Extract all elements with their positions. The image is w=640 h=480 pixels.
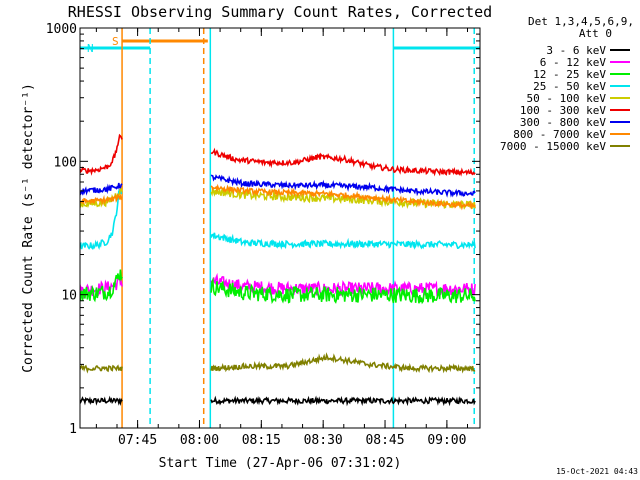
y-tick-label: 1000 bbox=[46, 22, 77, 37]
flag-label: S bbox=[112, 35, 119, 48]
footer-date: 15-Oct-2021 04:43 bbox=[556, 467, 638, 476]
flag-labels: SN bbox=[87, 35, 119, 55]
flag-bars bbox=[80, 39, 480, 50]
legend-label: 7000 - 15000 keV bbox=[500, 140, 606, 153]
legend-label: 800 - 7000 keV bbox=[513, 128, 606, 141]
series-line bbox=[210, 147, 476, 177]
series-line bbox=[80, 364, 123, 374]
legend-label: 6 - 12 keV bbox=[540, 56, 607, 69]
series-line bbox=[80, 189, 123, 250]
legend-header-line-1: Det 1,3,4,5,6,9, bbox=[528, 15, 634, 28]
x-tick-label: 08:45 bbox=[365, 433, 404, 448]
y-tick-label: 100 bbox=[54, 155, 77, 170]
flag-label: N bbox=[87, 42, 94, 55]
series-line bbox=[210, 183, 476, 211]
legend-label: 50 - 100 keV bbox=[527, 92, 607, 105]
x-tick-label: 08:00 bbox=[180, 433, 219, 448]
y-tick-label: 10 bbox=[61, 289, 77, 304]
x-tick-label: 08:30 bbox=[304, 433, 343, 448]
series-line bbox=[210, 277, 476, 305]
x-tick-label: 08:15 bbox=[242, 433, 281, 448]
x-tick-label: 07:45 bbox=[118, 433, 157, 448]
x-tick-label: 09:00 bbox=[427, 433, 466, 448]
series-line bbox=[80, 182, 123, 196]
y-axis: 1 10 100 1000 bbox=[46, 22, 480, 437]
series-line bbox=[80, 269, 123, 303]
series-line bbox=[210, 352, 476, 374]
series-line bbox=[80, 192, 123, 206]
legend-label: 25 - 50 keV bbox=[533, 80, 606, 93]
y-tick-label: 1 bbox=[69, 422, 77, 437]
series-layer bbox=[80, 133, 476, 407]
plot-frame bbox=[79, 27, 481, 429]
legend-label: 12 - 25 keV bbox=[533, 68, 606, 81]
vertical-markers bbox=[121, 28, 475, 428]
series-line bbox=[210, 232, 476, 250]
legend-label: 3 - 6 keV bbox=[546, 44, 606, 57]
x-axis-label: Start Time (27-Apr-06 07:31:02) bbox=[159, 456, 402, 471]
plot-area bbox=[80, 28, 480, 428]
y-axis-label: Corrected Count Rate (s⁻¹ detector⁻¹) bbox=[21, 83, 36, 373]
series-line bbox=[210, 174, 476, 198]
legend-label: 100 - 300 keV bbox=[520, 104, 606, 117]
legend-header-line-2: Att 0 bbox=[579, 27, 612, 40]
series-line bbox=[80, 133, 123, 176]
series-line bbox=[80, 395, 123, 407]
series-line bbox=[210, 395, 476, 407]
series-line bbox=[210, 272, 476, 298]
x-axis: 07:45 08:00 08:15 08:30 08:45 09:00 bbox=[95, 28, 469, 448]
chart-title: RHESSI Observing Summary Count Rates, Co… bbox=[68, 3, 492, 21]
legend-label: 300 - 800 keV bbox=[520, 116, 606, 129]
